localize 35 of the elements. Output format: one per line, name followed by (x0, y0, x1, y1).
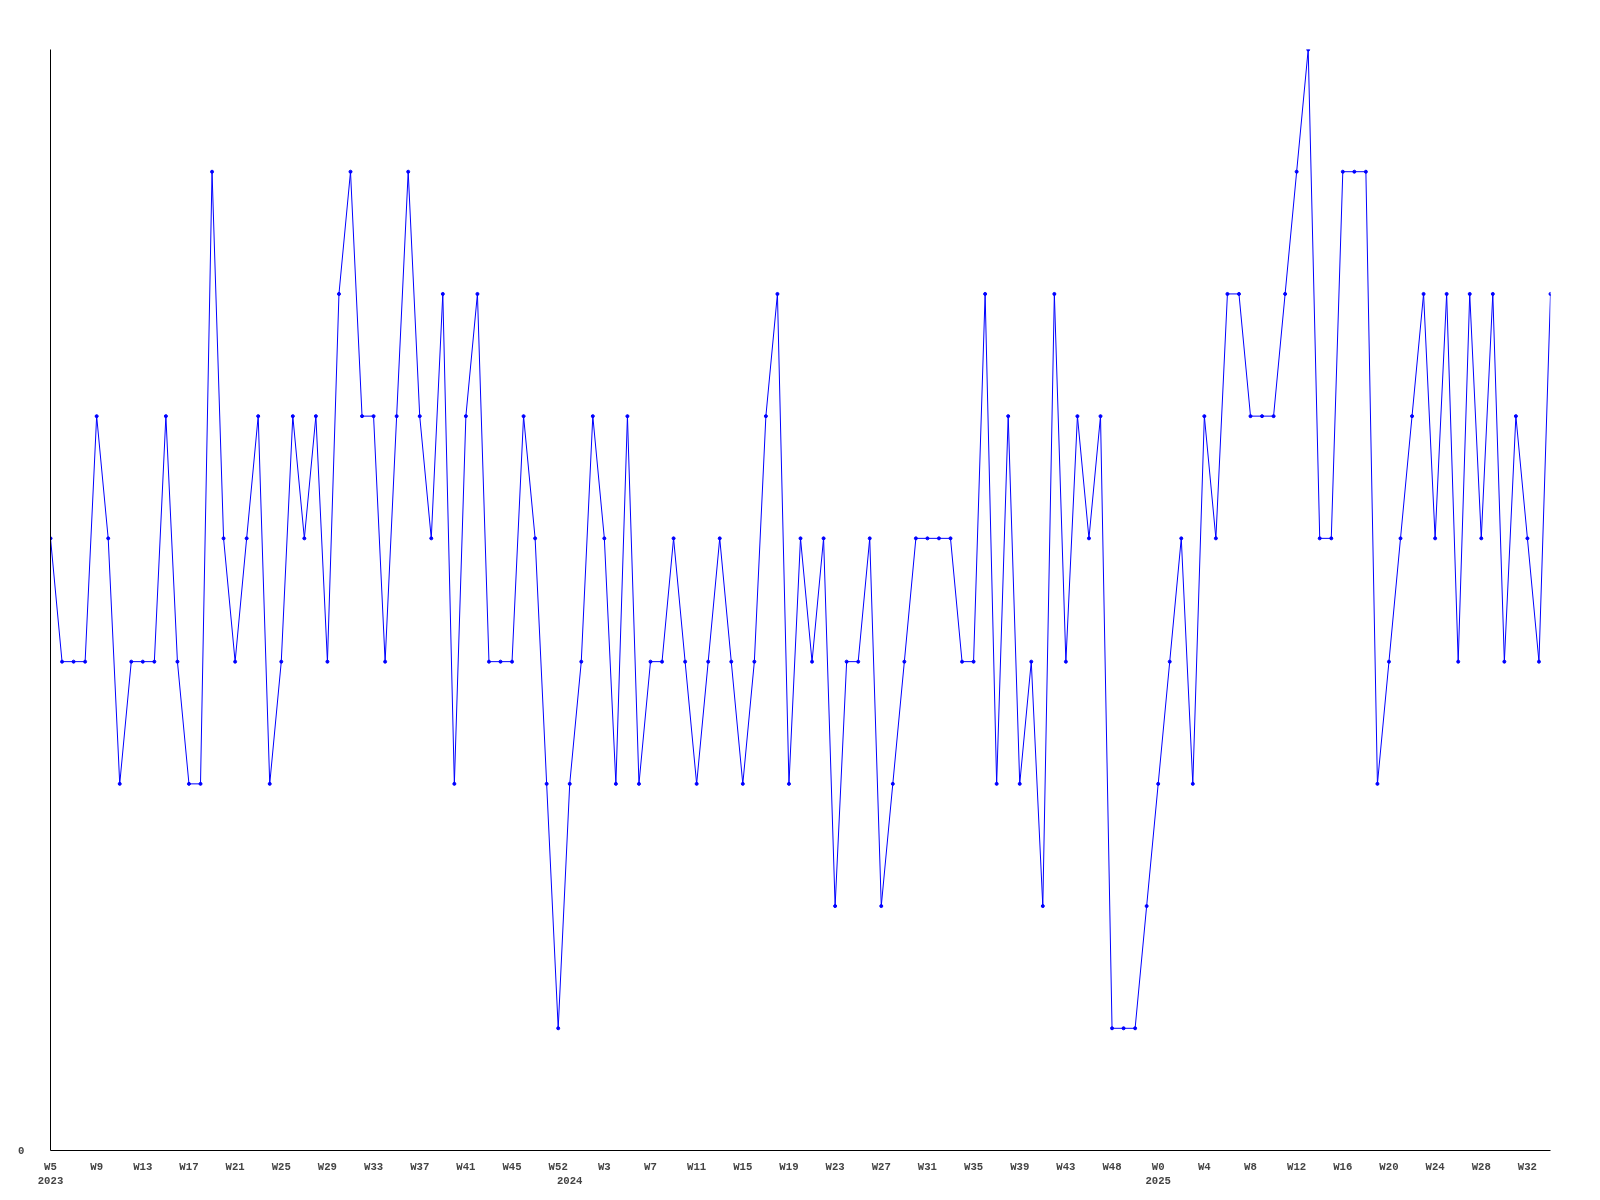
x-tick-label: W43 (1056, 1160, 1076, 1173)
x-tick-label: W24 (1425, 1160, 1446, 1173)
x-tick-label: W5 2023 (37, 1160, 64, 1187)
x-tick-label: W25 (271, 1160, 291, 1173)
x-tick-label: W37 (410, 1160, 430, 1173)
x-tick-label: W31 (917, 1160, 938, 1173)
x-tick-label: W9 (90, 1160, 104, 1173)
x-tick-label: W8 (1244, 1160, 1257, 1173)
x-tick-label: W28 (1471, 1160, 1491, 1173)
x-tick-label: W21 (225, 1160, 245, 1173)
x-tick-label: W11 (687, 1160, 707, 1173)
x-tick-label: W45 (502, 1160, 522, 1173)
x-tick-label: W7 (644, 1160, 657, 1173)
x-tick-label: W41 (456, 1160, 476, 1173)
x-tick-label: W12 (1287, 1160, 1307, 1173)
x-tick-label: W52 (548, 1160, 568, 1173)
x-tick-label: 2024 (556, 1174, 584, 1187)
x-tick-label: W4 (1197, 1160, 1212, 1173)
text: 0 (18, 1145, 25, 1157)
x-tick-label: W32 (1517, 1160, 1538, 1173)
x-tick-label: W20 (1379, 1160, 1399, 1173)
x-tick-label: W48 (1102, 1160, 1122, 1173)
x-tick-label: W27 (871, 1160, 891, 1173)
x-tick-label: W39 (1010, 1160, 1030, 1173)
x-tick-label: W23 (825, 1160, 845, 1173)
x-tick-label: W35 (963, 1160, 984, 1173)
x-tick-label: W16 (1333, 1160, 1353, 1173)
x-tick-label: W29 (317, 1160, 338, 1173)
x-tick-label: W3 (597, 1160, 611, 1173)
x-tick-label: W19 (779, 1160, 799, 1173)
x-tick-label: W33 (363, 1160, 384, 1173)
x-tick-label: W0 2025 (1145, 1160, 1171, 1187)
x-tick-label: W13 (133, 1160, 153, 1173)
x-tick-label: W15 (733, 1160, 753, 1173)
x-tick-label: W17 (179, 1160, 199, 1173)
